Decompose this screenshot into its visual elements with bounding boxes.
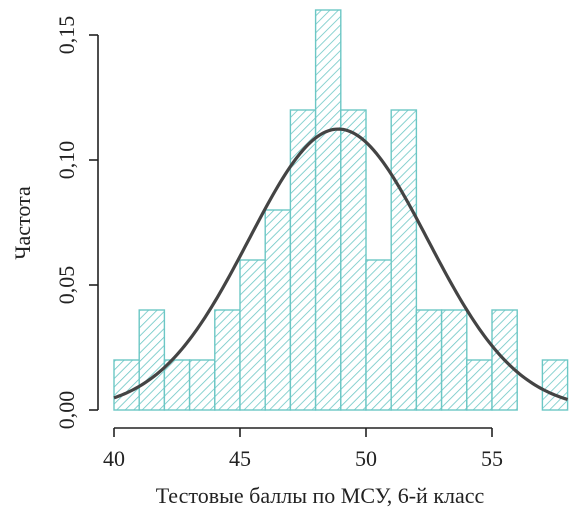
y-axis: 0,00 0,05 0,10 0,15 [54,16,99,430]
histogram-bar-44-45 [214,309,241,411]
y-tick-label-3: 0,15 [54,16,79,55]
y-tick-label-0: 0,00 [54,391,79,430]
x-axis: 40 45 50 55 [103,427,503,471]
histogram-bar-52-53 [415,309,443,411]
x-tick-label-55: 55 [481,446,503,471]
histogram-bar-46-47 [264,209,292,411]
x-tick-label-50: 50 [355,446,377,471]
histogram-bar-57-58 [541,359,569,411]
histogram-bar-42-43 [163,359,191,411]
x-tick-label-45: 45 [229,446,251,471]
histogram-bar-45-46 [239,259,266,411]
histogram-bar-43-44 [188,359,216,411]
x-tick-label-40: 40 [103,446,125,471]
histogram-bar-54-55 [466,359,493,411]
histogram-bar-53-54 [440,309,468,411]
y-axis-title: Частота [10,186,35,260]
histogram-bar-48-49 [314,9,342,411]
histogram-bar-41-42 [138,309,166,411]
histogram-bar-51-52 [390,109,418,411]
x-axis-title: Тестовые баллы по МСУ, 6-й класс [156,483,485,508]
histogram-bar-40-41 [113,359,140,411]
normal-density-curve [113,127,569,402]
histogram-bar-50-51 [365,259,392,411]
histogram-bar-49-50 [340,109,367,411]
y-tick-label-2: 0,10 [54,141,79,180]
y-tick-label-1: 0,05 [54,266,79,305]
histogram-bar-47-48 [289,109,317,411]
curve-layer [113,127,569,402]
